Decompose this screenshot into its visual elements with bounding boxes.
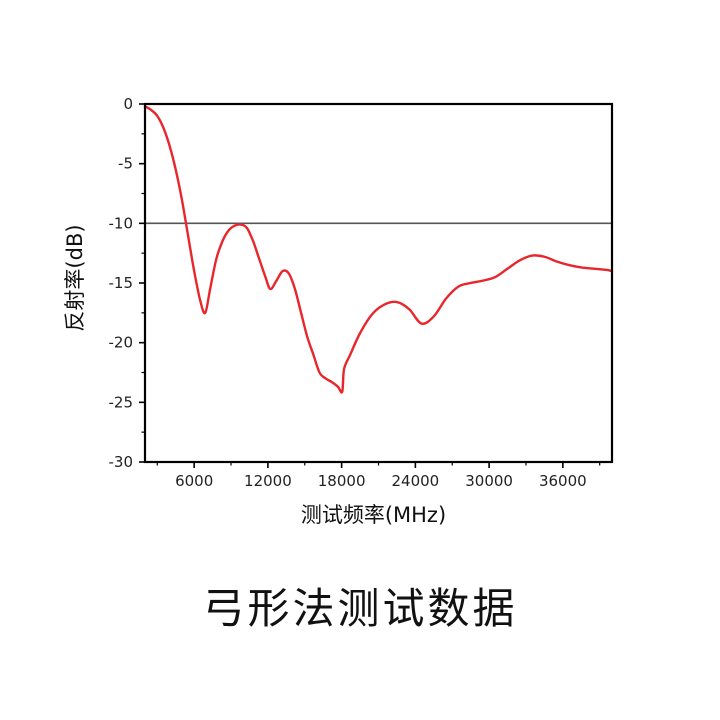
y-tick-label: -30 bbox=[109, 453, 134, 471]
x-tick-label: 24000 bbox=[392, 472, 440, 490]
plot-frame bbox=[143, 102, 614, 464]
series-line-0 bbox=[143, 105, 614, 394]
x-tick-label: 12000 bbox=[244, 472, 292, 490]
y-tick-label: 0 bbox=[123, 95, 133, 113]
y-tick-label: -15 bbox=[109, 274, 134, 292]
y-axis-title: 反射率(dB) bbox=[63, 224, 87, 331]
chart-container: 0 -5 -10 -15 -20 -25 -30 6000 12000 18000 24000 300… bbox=[63, 95, 614, 527]
figure-caption: 弓形法测试数据 bbox=[202, 584, 518, 633]
y-tick-label: -5 bbox=[118, 155, 133, 173]
y-tick-label: -10 bbox=[109, 214, 134, 232]
reflectivity-chart: 0 -5 -10 -15 -20 -25 -30 6000 12000 18000 24000 300… bbox=[63, 95, 614, 527]
x-tick-label: 18000 bbox=[318, 472, 366, 490]
x-axis-title: 测试频率(MHz) bbox=[301, 503, 446, 527]
y-tick-label: -25 bbox=[109, 393, 134, 411]
x-tick-label: 30000 bbox=[465, 472, 513, 490]
x-tick-label: 6000 bbox=[175, 472, 213, 490]
y-tick-label: -20 bbox=[109, 334, 134, 352]
x-tick-label: 36000 bbox=[539, 472, 587, 490]
